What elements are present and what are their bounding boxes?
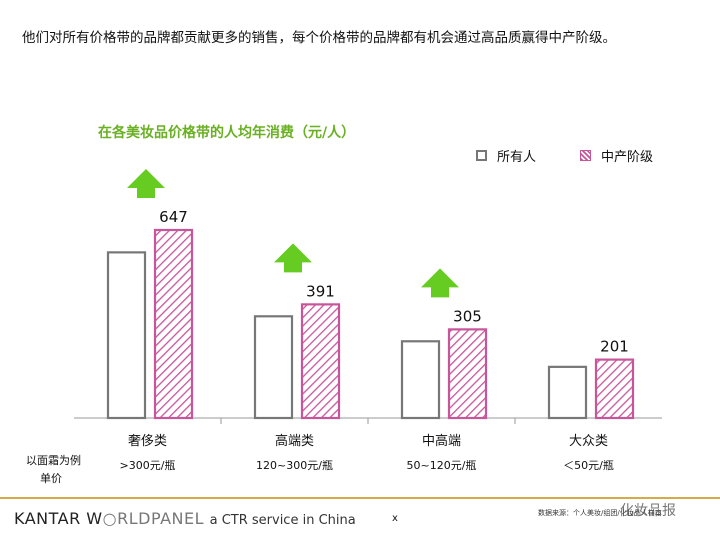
- up-arrow-icon: [421, 268, 459, 298]
- bar-middle-class-0: [153, 228, 194, 420]
- data-source: 数据来源：个人美妆/组团/化妆品人样本: [538, 509, 662, 517]
- row-label-unit-price: 单价: [40, 472, 62, 485]
- headline: 他们对所有价格带的品牌都贡献更多的销售，每个价格带的品牌都有机会通过高品质赢得中…: [22, 30, 616, 46]
- legend-item-middle-class: 中产阶级: [580, 146, 653, 165]
- bar-middle-class-3: [594, 358, 635, 420]
- brand-subtitle: a CTR service in China: [209, 513, 356, 528]
- row-label-example: 以面霜为例: [26, 454, 81, 467]
- price-label-3: ＜50元/瓶: [563, 459, 614, 472]
- legend-swatch-all: [476, 150, 487, 161]
- bar-all-3: [547, 365, 588, 420]
- legend-swatch-middle-class: [580, 150, 591, 161]
- up-arrow-icon: [127, 169, 165, 198]
- bar-middle-class-2: [447, 328, 488, 420]
- brand-globe-o: ○: [102, 509, 118, 528]
- brand-logo: KANTAR W○RLDPANEL a CTR service in China: [14, 509, 356, 528]
- watermark: 化妆品报: [620, 503, 676, 519]
- footer-divider: [0, 497, 720, 499]
- legend-label-all: 所有人: [497, 150, 537, 165]
- category-label-2: 中高端: [421, 434, 461, 449]
- bar-all-0: [106, 251, 147, 420]
- bar-chart: 647 391 305 201: [74, 169, 662, 424]
- price-label-2: 50~120元/瓶: [406, 459, 477, 472]
- data-label-1: 391: [306, 282, 335, 300]
- chart-title: 在各美妆品价格带的人均年消费（元/人）: [98, 125, 356, 141]
- brand-part-a: KANTAR W: [14, 509, 103, 528]
- legend-label-middle-class: 中产阶级: [601, 150, 654, 165]
- category-label-0: 奢侈类: [127, 434, 167, 449]
- price-label-0: >300元/瓶: [119, 459, 176, 472]
- category-label-3: 大众类: [568, 434, 608, 449]
- category-label-1: 高端类: [274, 434, 314, 449]
- bar-all-2: [400, 340, 441, 420]
- up-arrow-icon: [274, 243, 312, 273]
- data-label-0: 647: [159, 208, 188, 226]
- legend-item-all: 所有人: [476, 146, 536, 165]
- bar-middle-class-1: [300, 303, 341, 420]
- data-label-3: 201: [600, 338, 629, 356]
- brand-part-b: RLDPANEL: [117, 509, 205, 528]
- bar-all-1: [253, 315, 294, 420]
- price-label-1: 120~300元/瓶: [256, 459, 333, 472]
- page-number: x: [392, 513, 398, 524]
- data-label-2: 305: [453, 307, 482, 325]
